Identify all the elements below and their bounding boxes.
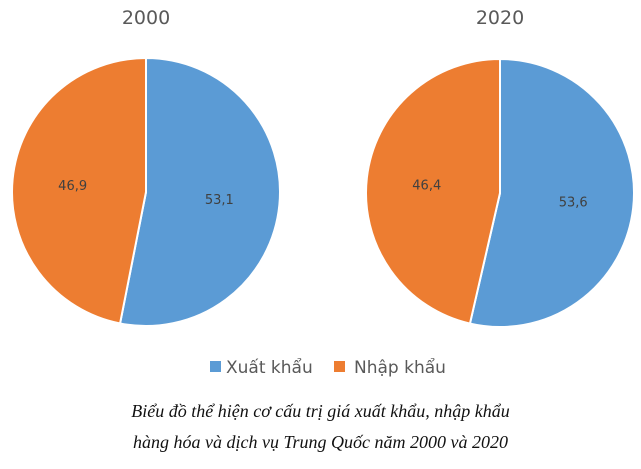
pie-slice-2020-0 <box>468 57 635 328</box>
chart-title-2000: 2000 <box>122 7 170 29</box>
pie-slice-2020-1 <box>365 57 501 325</box>
chart-title-2020: 2020 <box>476 7 524 29</box>
data-label: 53,1 <box>205 193 234 208</box>
legend-label-0: Xuất khẩu <box>226 357 313 378</box>
caption-line-2: hàng hóa và dịch vụ Trung Quốc năm 2000 … <box>133 432 508 452</box>
data-label: 53,6 <box>559 195 588 210</box>
caption-line-1: Biểu đồ thể hiện cơ cấu trị giá xuất khẩ… <box>131 401 510 421</box>
pie-slice-2000-0 <box>118 56 281 327</box>
legend-swatch-0 <box>210 361 221 372</box>
data-label: 46,9 <box>58 179 87 194</box>
legend-label-1: Nhập khẩu <box>354 357 446 378</box>
pie-slice-2000-1 <box>11 56 147 325</box>
legend-swatch-1 <box>334 361 345 372</box>
data-label: 46,4 <box>412 179 441 194</box>
